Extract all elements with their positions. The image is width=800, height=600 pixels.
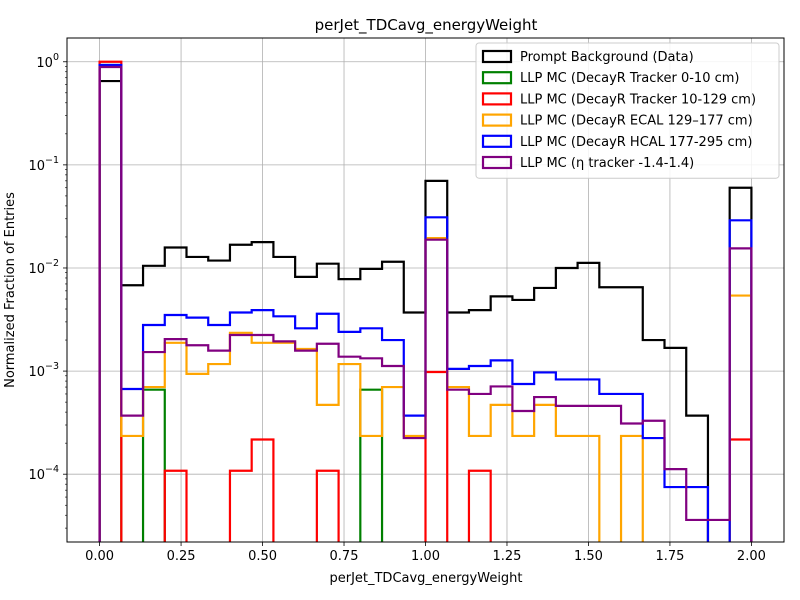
legend-label: Prompt Background (Data) bbox=[520, 50, 694, 65]
legend-label: LLP MC (DecayR ECAL 129–177 cm) bbox=[520, 114, 753, 129]
histogram-series bbox=[98, 60, 753, 542]
legend-label: LLP MC (η tracker -1.4-1.4) bbox=[520, 156, 694, 171]
x-tick-label: 1.00 bbox=[411, 549, 440, 564]
x-axis-ticks: 0.00 0.25 0.50 0.75 1.00 1.25 1.50 1.75 2.00 bbox=[85, 542, 766, 564]
legend-box bbox=[475, 42, 780, 179]
x-tick-label: 1.25 bbox=[493, 549, 522, 564]
legend-label: LLP MC (DecayR HCAL 177-295 cm) bbox=[520, 135, 752, 150]
y-tick-label: 100 bbox=[36, 52, 59, 71]
legend-swatch bbox=[481, 49, 513, 64]
x-tick-label: 0.00 bbox=[85, 549, 114, 564]
chart-title: perJet_TDCavg_energyWeight bbox=[315, 16, 538, 35]
legend-swatch bbox=[481, 155, 513, 170]
y-tick-label: 10−3 bbox=[28, 361, 59, 380]
legend: Prompt Background (Data) LLP MC (DecayR T… bbox=[475, 42, 780, 179]
y-tick-label: 10−2 bbox=[28, 258, 59, 277]
legend-swatch bbox=[481, 92, 513, 106]
x-tick-label: 2.00 bbox=[737, 549, 766, 564]
y-axis-label: Normalized Fraction of Entries bbox=[3, 192, 18, 388]
legend-swatch bbox=[481, 134, 513, 148]
legend-swatch bbox=[481, 113, 513, 127]
series-5-step bbox=[98, 65, 753, 542]
legend-label: LLP MC (DecayR Tracker 10-129 cm) bbox=[520, 92, 756, 107]
x-axis-label: perJet_TDCavg_energyWeight bbox=[329, 571, 522, 586]
x-tick-label: 0.75 bbox=[330, 549, 359, 564]
x-tick-label: 0.50 bbox=[248, 549, 277, 564]
y-tick-label: 10−1 bbox=[28, 155, 59, 174]
y-axis-ticks: 10−4 10−3 10−2 10−1 100 bbox=[28, 52, 67, 529]
legend-label: LLP MC (DecayR Tracker 0-10 cm) bbox=[520, 71, 739, 86]
series-2-step bbox=[98, 60, 753, 542]
x-tick-label: 0.25 bbox=[167, 549, 196, 564]
y-tick-label: 10−4 bbox=[28, 464, 59, 483]
legend-swatch bbox=[481, 71, 513, 85]
x-tick-label: 1.50 bbox=[574, 549, 603, 564]
x-tick-label: 1.75 bbox=[655, 549, 684, 564]
